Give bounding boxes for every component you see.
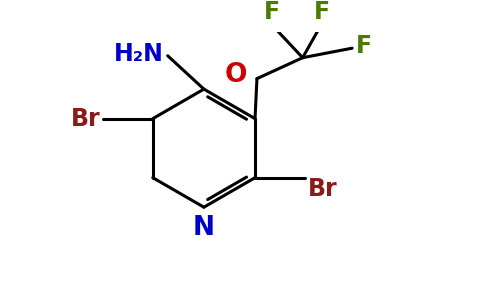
Text: Br: Br <box>307 177 337 201</box>
Text: O: O <box>225 62 247 88</box>
Text: H₂N: H₂N <box>114 42 164 66</box>
Text: F: F <box>314 0 330 24</box>
Text: F: F <box>356 34 372 58</box>
Text: N: N <box>193 215 215 241</box>
Text: F: F <box>264 0 280 24</box>
Text: Br: Br <box>71 106 100 130</box>
